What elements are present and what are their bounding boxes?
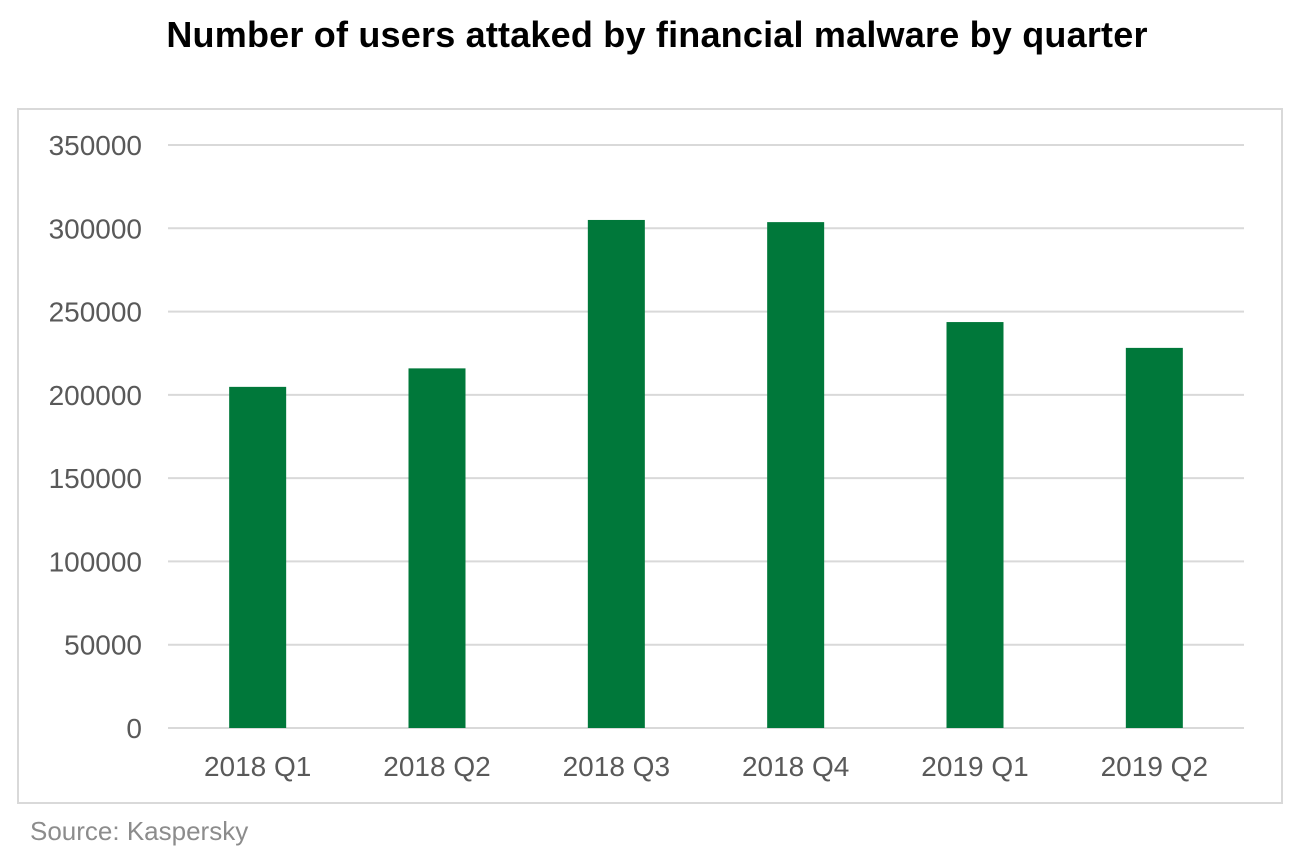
y-tick-label: 250000 — [49, 297, 142, 328]
x-tick-label: 2018 Q1 — [204, 751, 311, 782]
y-tick-label: 150000 — [49, 463, 142, 494]
gridlines — [168, 144, 1244, 729]
y-tick-label: 0 — [126, 713, 142, 744]
bars — [229, 219, 1183, 729]
x-tick-label: 2018 Q2 — [383, 751, 490, 782]
y-axis-ticks: 0 50000 100000 150000 200000 250000 300000 3500… — [49, 130, 142, 744]
y-tick-label: 300000 — [49, 213, 142, 244]
y-tick-label: 50000 — [64, 630, 142, 661]
source-note: Source: Kaspersky — [30, 816, 249, 846]
bar — [767, 222, 825, 729]
bar — [1125, 347, 1183, 728]
bar — [408, 368, 466, 728]
bar — [946, 322, 1004, 728]
x-tick-label: 2019 Q1 — [921, 751, 1028, 782]
chart-title: Number of users attaked by financial mal… — [166, 14, 1148, 55]
y-tick-label: 200000 — [49, 380, 142, 411]
x-axis-ticks: 2018 Q1 2018 Q2 2018 Q3 2018 Q4 2019 Q1 2019 … — [204, 751, 1208, 782]
chart-frame — [17, 108, 1283, 804]
bar — [587, 219, 645, 728]
x-tick-label: 2018 Q4 — [742, 751, 849, 782]
x-tick-label: 2019 Q2 — [1101, 751, 1208, 782]
x-tick-label: 2018 Q3 — [563, 751, 670, 782]
bar — [229, 386, 287, 728]
y-tick-label: 350000 — [49, 130, 142, 161]
y-tick-label: 100000 — [49, 546, 142, 577]
